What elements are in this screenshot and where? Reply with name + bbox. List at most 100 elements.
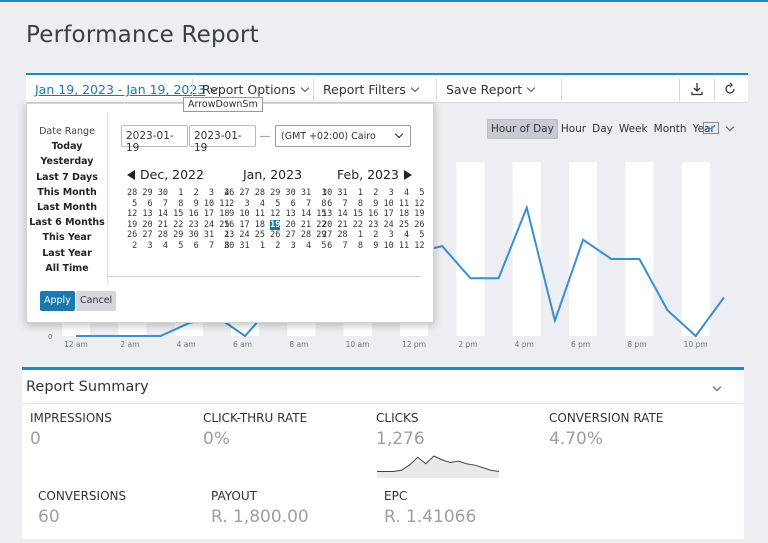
- calendar-day[interactable]: 4: [254, 198, 265, 209]
- calendar-day[interactable]: 3: [285, 240, 296, 251]
- calendar-day[interactable]: 31: [203, 230, 215, 240]
- calendar-day[interactable]: 3: [142, 240, 153, 251]
- calendar-day[interactable]: 4: [398, 188, 410, 198]
- calendar-day[interactable]: 5: [316, 240, 327, 251]
- calendar-day[interactable]: 22: [352, 219, 363, 230]
- calendar-day[interactable]: 20: [285, 219, 296, 230]
- calendar-day[interactable]: 2: [270, 240, 281, 251]
- cancel-button[interactable]: Cancel: [76, 291, 117, 311]
- calendar-day[interactable]: 1: [352, 188, 363, 198]
- granularity-hour-of-day[interactable]: Hour of Day: [487, 119, 558, 139]
- calendar-day[interactable]: 18: [398, 209, 410, 219]
- calendar-day[interactable]: 8: [352, 198, 363, 209]
- calendar-day[interactable]: 11: [398, 240, 410, 251]
- calendar-day[interactable]: 9: [224, 209, 235, 219]
- calendar-day[interactable]: 18: [254, 219, 265, 230]
- calendar-day[interactable]: 25: [219, 219, 230, 230]
- calendar-day[interactable]: 25: [254, 230, 265, 240]
- calendar-day[interactable]: 28: [300, 230, 312, 240]
- calendar-day[interactable]: 6: [322, 240, 333, 251]
- calendar-day[interactable]: 7: [337, 240, 348, 251]
- refresh-icon[interactable]: [723, 82, 737, 96]
- calendar-day[interactable]: 29: [316, 230, 327, 240]
- calendar-day[interactable]: 27: [142, 230, 153, 240]
- calendar-day[interactable]: 2: [188, 188, 199, 198]
- calendar-day[interactable]: 23: [368, 219, 379, 230]
- calendar-day[interactable]: 6: [188, 240, 199, 251]
- calendar-day[interactable]: 26: [224, 188, 235, 198]
- calendar-day[interactable]: 17: [383, 209, 394, 219]
- calendar-day[interactable]: 30: [157, 188, 168, 198]
- calendar-day[interactable]: 4: [300, 240, 312, 251]
- report-options-dropdown[interactable]: Report Options: [202, 82, 309, 97]
- calendar-day[interactable]: 24: [203, 219, 215, 230]
- calendar-day[interactable]: 27: [322, 230, 333, 240]
- granularity-hour[interactable]: Hour: [560, 123, 587, 135]
- apply-button[interactable]: Apply: [40, 291, 75, 311]
- calendar-day[interactable]: 20: [322, 219, 333, 230]
- calendar-day[interactable]: 6: [285, 198, 296, 209]
- calendar-day[interactable]: 11: [254, 209, 265, 219]
- calendar-day[interactable]: 26: [270, 230, 281, 240]
- calendar-day[interactable]: 30: [285, 188, 296, 198]
- calendar-day[interactable]: 11: [219, 198, 230, 209]
- calendar-day[interactable]: 19: [414, 209, 425, 219]
- report-filters-dropdown[interactable]: Report Filters: [323, 82, 420, 97]
- calendar-day[interactable]: 10: [383, 198, 394, 209]
- calendar-day[interactable]: 28: [337, 230, 348, 240]
- calendar-day[interactable]: 15: [352, 209, 363, 219]
- calendar-day[interactable]: 1: [254, 240, 265, 251]
- download-icon[interactable]: [690, 82, 704, 96]
- preset-item[interactable]: All Time: [45, 262, 89, 274]
- calendar-day[interactable]: 4: [157, 240, 168, 251]
- calendar-day[interactable]: 8: [352, 240, 363, 251]
- calendar-day[interactable]: 29: [173, 230, 184, 240]
- calendar-day[interactable]: 4: [398, 230, 410, 240]
- calendar-day[interactable]: 25: [398, 219, 410, 230]
- calendar-day[interactable]: 21: [300, 219, 312, 230]
- calendar-day[interactable]: 13: [322, 209, 333, 219]
- preset-item[interactable]: Last 6 Months: [29, 217, 105, 229]
- preset-item[interactable]: Today: [51, 141, 83, 153]
- calendar-day[interactable]: 6: [142, 198, 153, 209]
- calendar-day[interactable]: 28: [157, 230, 168, 240]
- calendar-day[interactable]: 8: [316, 198, 327, 209]
- granularity-week[interactable]: Week: [618, 123, 648, 135]
- preset-item[interactable]: This Year: [42, 232, 92, 244]
- calendar-day[interactable]: 3: [239, 198, 250, 209]
- calendar-day[interactable]: 10: [203, 198, 215, 209]
- calendar-day[interactable]: 26: [127, 230, 138, 240]
- calendar-day[interactable]: 31: [337, 188, 348, 198]
- calendar-day[interactable]: 1: [316, 188, 327, 198]
- calendar-day[interactable]: 14: [337, 209, 348, 219]
- calendar-day[interactable]: 2: [127, 240, 138, 251]
- end-date-input[interactable]: 2023-01-19: [189, 125, 256, 154]
- preset-item[interactable]: This Month: [37, 186, 97, 198]
- calendar-day[interactable]: 24: [239, 230, 250, 240]
- calendar-day[interactable]: 1: [352, 230, 363, 240]
- calendar-day[interactable]: 14: [300, 209, 312, 219]
- calendar-day[interactable]: 5: [270, 198, 281, 209]
- calendar-day[interactable]: 23: [224, 230, 235, 240]
- calendar-day[interactable]: 16: [224, 219, 235, 230]
- calendar-day[interactable]: 2: [368, 230, 379, 240]
- calendar-day[interactable]: 18: [219, 209, 230, 219]
- next-month-icon[interactable]: [403, 170, 412, 180]
- calendar-day[interactable]: 29: [142, 188, 153, 198]
- calendar-day[interactable]: 13: [142, 209, 153, 219]
- save-report-dropdown[interactable]: Save Report: [446, 82, 536, 97]
- calendar-day[interactable]: 7: [203, 240, 215, 251]
- calendar-day[interactable]: 2: [368, 188, 379, 198]
- calendar-day[interactable]: 5: [414, 188, 425, 198]
- calendar-day[interactable]: 8: [173, 198, 184, 209]
- timezone-select[interactable]: (GMT +02:00) Cairo: [275, 125, 411, 147]
- date-range-label[interactable]: Jan 19, 2023 - Jan 19, 2023: [35, 82, 206, 97]
- calendar-day[interactable]: 30: [322, 188, 333, 198]
- calendar-day[interactable]: 22: [173, 219, 184, 230]
- prev-month-icon[interactable]: [127, 170, 135, 180]
- calendar-day[interactable]: 31: [300, 188, 312, 198]
- calendar-day[interactable]: 26: [414, 219, 425, 230]
- calendar-day[interactable]: 15: [316, 209, 327, 219]
- calendar-day[interactable]: 1: [219, 230, 230, 240]
- calendar-day[interactable]: 17: [203, 209, 215, 219]
